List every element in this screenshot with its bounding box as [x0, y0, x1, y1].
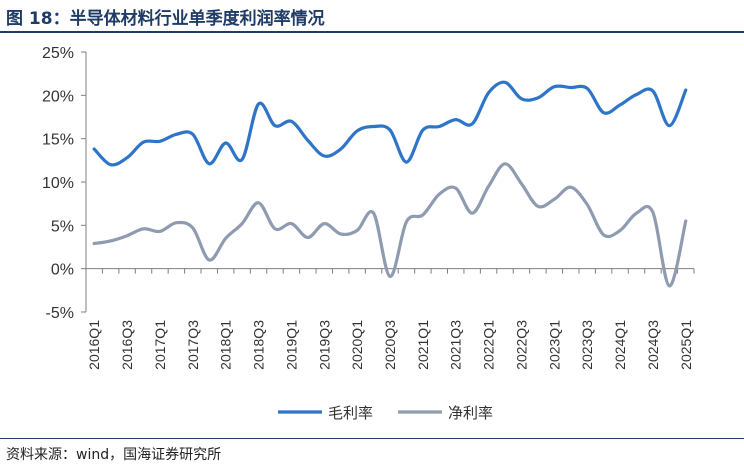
y-tick-label: 25%: [42, 45, 74, 62]
x-tick-label: 2017Q3: [185, 320, 201, 370]
x-tick-label: 2023Q1: [546, 320, 562, 370]
y-tick-labels: -5% 0% 5% 10% 15% 20% 25%: [42, 45, 74, 322]
x-tick-label: 2024Q1: [612, 320, 628, 370]
series-line-gross-margin: [92, 80, 688, 167]
x-tick-label: 2016Q3: [119, 320, 135, 370]
x-tick-label: 2021Q3: [448, 320, 464, 370]
figure-title: 图 18：半导体材料行业单季度利润率情况: [6, 9, 325, 29]
y-tick-label: 10%: [42, 175, 74, 192]
y-tick-label: 15%: [42, 132, 74, 149]
y-tick-label: 0%: [51, 262, 74, 279]
legend: 毛利率 净利率: [278, 404, 493, 422]
y-tick-label: 20%: [42, 88, 74, 105]
x-tick-label: 2024Q3: [645, 320, 661, 370]
x-tick-label: 2023Q3: [579, 320, 595, 370]
x-tick-labels: 2016Q1 2016Q3 2017Q1 2017Q3 2018Q1 2018Q3 2019…: [86, 320, 694, 370]
x-tick-label: 2025Q1: [678, 320, 694, 370]
x-tick-label: 2019Q1: [283, 320, 299, 370]
x-tick-label: 2018Q3: [251, 320, 267, 370]
x-tick-label: 2018Q1: [218, 320, 234, 370]
title-underline: [0, 31, 744, 33]
x-tick-label: 2022Q3: [513, 320, 529, 370]
y-tick-label: 5%: [51, 218, 74, 235]
x-tick-label: 2019Q3: [316, 320, 332, 370]
axes: [81, 51, 695, 313]
series-line-net-margin: [92, 162, 688, 288]
x-tick-label: 2020Q3: [382, 320, 398, 370]
legend-label-gross-margin: 毛利率: [328, 404, 373, 422]
series-lines: [92, 80, 688, 288]
y-tick-label: -5%: [46, 305, 74, 322]
x-tick-label: 2020Q1: [349, 320, 365, 370]
x-tick-label: 2021Q1: [415, 320, 431, 370]
footer-rule: [0, 438, 744, 439]
x-tick-label: 2022Q1: [481, 320, 497, 370]
x-tick-label: 2017Q1: [152, 320, 168, 370]
source-note: 资料来源：wind，国海证券研究所: [6, 447, 222, 463]
legend-label-net-margin: 净利率: [448, 404, 493, 422]
x-tick-label: 2016Q1: [86, 320, 102, 370]
